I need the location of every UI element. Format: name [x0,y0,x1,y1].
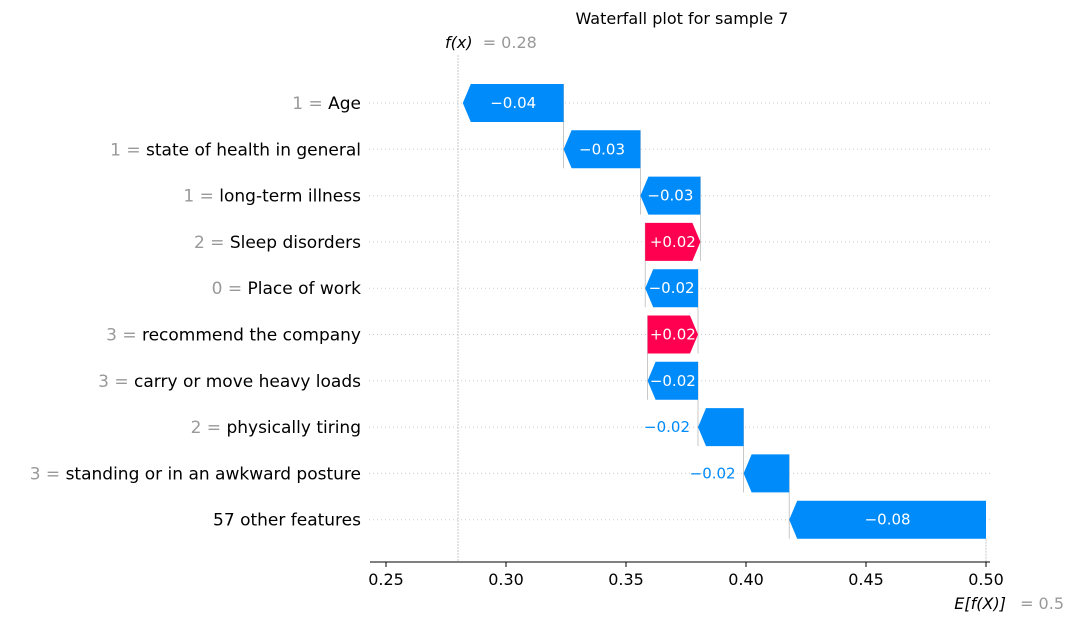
bar-value-label: −0.08 [865,511,911,529]
x-axis: 0.25 0.30 0.35 0.40 0.45 0.50 [368,561,1004,589]
feature-name: Place of work [247,279,361,299]
negative-bar [647,361,698,400]
feature-name: state of health in general [146,140,361,160]
feature-value: 2 = [191,418,227,438]
feature-label: 1 = Age [292,94,361,114]
bar-value-label: −0.02 [690,464,736,482]
feature-label: 3 = carry or move heavy loads [98,372,361,392]
grid-lines [369,102,990,521]
x-tick-label: 0.25 [368,570,404,589]
negative-bar [743,454,790,493]
feature-label: 2 = physically tiring [191,418,361,438]
fx-value: = 0.28 [483,33,537,52]
fx-annotation: f(x) = 0.28 [445,33,537,52]
negative-bar [698,408,744,447]
feature-label: 0 = Place of work [212,279,362,299]
bar-value-label: +0.02 [650,326,696,344]
efx-label: E[f(X)] [954,594,1006,613]
positive-bar [647,315,698,354]
x-tick-label: 0.35 [608,570,644,589]
feature-name: recommend the company [142,326,361,346]
efx-annotation: E[f(X)] = 0.5 [954,594,1064,613]
guide-lines [457,55,987,562]
negative-bar [563,130,641,169]
efx-value: = 0.5 [1020,594,1064,613]
bar-value-label: −0.04 [490,94,536,112]
negative-bar [789,500,986,539]
feature-value: 3 = [106,326,142,346]
feature-value: 1 = [183,187,219,207]
feature-label: 57 other features [213,511,361,531]
feature-label: 3 = standing or in an awkward posture [30,464,361,484]
feature-name: Sleep disorders [230,233,361,253]
feature-value: 3 = [98,372,134,392]
feature-label: 1 = long-term illness [183,187,361,207]
feature-value: 1 = [292,94,328,114]
x-tick-label: 0.40 [728,570,764,589]
negative-bar [462,84,564,122]
feature-name: 57 other features [213,511,361,531]
bar-value-label: +0.02 [650,233,696,251]
feature-name: physically tiring [226,418,361,438]
feature-name: Age [328,94,361,114]
x-tick-label: 0.50 [968,570,1004,589]
x-tick-label: 0.45 [848,570,884,589]
fx-label: f(x) [445,33,473,52]
feature-label: 3 = recommend the company [106,326,361,346]
x-tick-label: 0.30 [488,570,524,589]
feature-value: 2 = [194,233,230,253]
bar-value-label: −0.03 [579,140,625,158]
feature-value: 3 = [30,464,66,484]
bar-value-label: −0.02 [644,418,690,436]
feature-label: 2 = Sleep disorders [194,233,361,253]
bars: −0.04 −0.03 −0.03 +0.02 −0.02 +0.02 −0.02 −0.02… [462,84,986,539]
feature-value: 1 = [110,140,146,160]
bar-value-label: −0.02 [650,372,696,390]
chart-title: Waterfall plot for sample 7 [576,9,789,28]
negative-bar [640,176,701,215]
feature-name: long-term illness [219,187,361,207]
feature-value: 0 = [212,279,248,299]
bar-value-label: −0.03 [647,187,693,205]
feature-label: 1 = state of health in general [110,140,361,160]
negative-bar [645,269,698,308]
bar-value-label: −0.02 [649,279,695,297]
feature-name: standing or in an awkward posture [66,464,361,484]
feature-name: carry or move heavy loads [134,372,361,392]
positive-bar [645,222,701,261]
